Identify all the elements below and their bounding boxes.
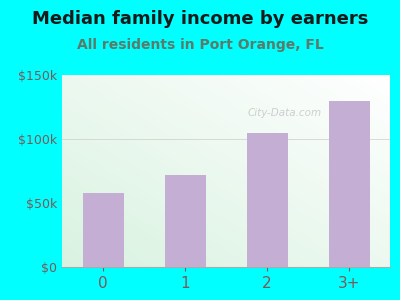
Text: All residents in Port Orange, FL: All residents in Port Orange, FL	[77, 38, 323, 52]
Bar	[246, 133, 288, 267]
Bar	[328, 100, 370, 267]
Text: City-Data.com: City-Data.com	[248, 108, 322, 118]
Bar	[164, 175, 206, 267]
Text: Median family income by earners: Median family income by earners	[32, 11, 368, 28]
Bar	[82, 193, 124, 267]
